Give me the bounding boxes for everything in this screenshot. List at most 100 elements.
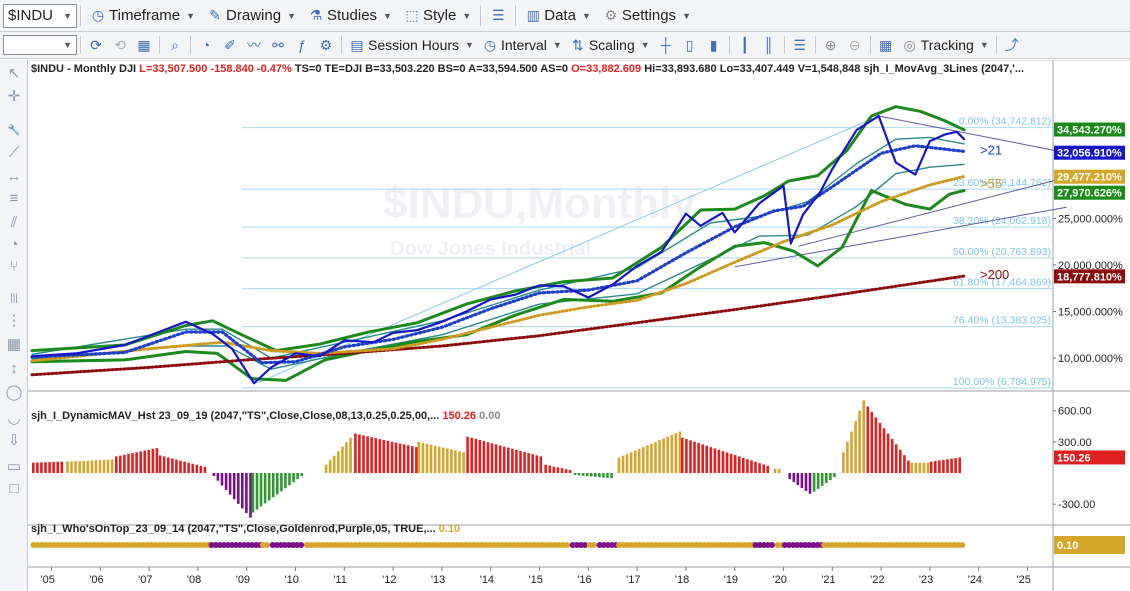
histogram-bar <box>713 448 717 473</box>
whosontop-dot <box>263 542 270 548</box>
whosontop-dot <box>446 542 453 548</box>
histogram-value-secondary: 0.00 <box>479 410 500 422</box>
gauge-icon: ◔ <box>201 37 211 53</box>
chart-canvas[interactable]: $INDU,Monthly Dow Jones Industrial 0.00% (… <box>28 60 1130 591</box>
gann-tool-button[interactable]: ◔ <box>5 236 23 254</box>
histogram-bar <box>926 462 930 474</box>
histogram-bar <box>842 452 845 474</box>
bar-spacing-button[interactable]: ║ <box>757 32 781 58</box>
timeframe-menu[interactable]: ◷ Timeframe ▼ <box>84 0 201 31</box>
chart-type-button[interactable]: 〰 <box>242 32 266 58</box>
cursor-tool-button[interactable]: ↖ <box>5 65 23 83</box>
pitchfork-tool-button[interactable]: ⑂ <box>5 258 23 276</box>
header-value: L=33,507.500 <box>139 63 210 75</box>
histogram-bar <box>762 464 765 473</box>
interval-menu[interactable]: ◷ Interval ▼ <box>478 32 566 58</box>
studies-menu[interactable]: ⚗ Studies ▼ <box>302 0 398 31</box>
zoom-in-button[interactable]: ⊕ <box>819 32 843 58</box>
chevron-down-icon: ▼ <box>979 40 989 50</box>
secondary-symbol-input[interactable]: ▼ <box>3 35 77 55</box>
toolbar-divider <box>480 4 482 27</box>
whosontop-dot <box>543 542 550 548</box>
histogram-bar <box>914 462 918 474</box>
bar-width-button[interactable]: ┃ <box>733 32 757 58</box>
whosontop-dot <box>600 542 607 548</box>
histogram-bar <box>738 456 741 473</box>
histogram-bar <box>228 473 232 495</box>
histogram-bar <box>267 473 271 501</box>
fib-tool-button[interactable]: ≡ <box>5 190 23 208</box>
histogram-bar <box>232 473 236 500</box>
session-hours-menu[interactable]: ▤ Session Hours ▼ <box>345 32 478 58</box>
zoom-button[interactable]: ⌕ <box>163 32 187 58</box>
reload-button[interactable]: ⟲ <box>108 32 132 58</box>
histogram-bar <box>411 446 414 474</box>
layout-button[interactable]: ☰ <box>484 0 512 31</box>
whosontop-dot <box>237 542 244 548</box>
add-chart-button[interactable]: ⤴ <box>1000 32 1024 58</box>
symbol-input[interactable]: $INDU ▼ <box>3 3 77 28</box>
tracking-menu[interactable]: ◎ Tracking ▼ <box>898 32 993 58</box>
histogram-bar <box>300 473 303 477</box>
bars-tool-button[interactable]: ||| <box>5 288 23 306</box>
price-axis-tick-label: 10,000.000% <box>1058 353 1123 365</box>
candle-style-button[interactable]: ▯ <box>678 32 702 58</box>
bollinger-inner-lower-line <box>31 163 965 370</box>
chevron-down-icon: ▼ <box>287 10 296 21</box>
histogram-bar <box>585 473 589 477</box>
time-axis-label: '18 <box>675 574 689 586</box>
rect-tool-tool-button[interactable]: ▭ <box>5 458 23 476</box>
style-menu[interactable]: ⬚ Style ▼ <box>398 0 477 31</box>
whosontop-dot <box>38 542 45 548</box>
whosontop-dot <box>531 542 538 548</box>
hollow-candle-button[interactable]: ▮ <box>702 32 726 58</box>
time-axis-label: '16 <box>577 574 591 586</box>
histogram-bar <box>946 459 949 473</box>
histogram-bar <box>406 445 410 474</box>
crosshair-tool-button[interactable]: ✛ <box>5 88 23 106</box>
bar-style-button[interactable]: ┼ <box>654 32 678 58</box>
properties-button[interactable]: ⚙ <box>314 32 338 58</box>
table-button[interactable]: ▦ <box>132 32 156 58</box>
whosontop-dot <box>890 542 897 548</box>
main-chart-header: $INDU - Monthly DJI L=33,507.500 -158.84… <box>31 63 1024 75</box>
indicator-button[interactable]: ƒ <box>290 32 314 58</box>
whosontop-dot <box>878 542 884 548</box>
settings-menu[interactable]: ⚙ Settings ▼ <box>597 0 697 31</box>
panes-button[interactable]: ☰ <box>788 32 812 58</box>
vertical-tool-button[interactable]: ↕ <box>5 360 23 378</box>
histogram-bar <box>829 473 832 481</box>
channel-tool-button[interactable]: ⫽ <box>5 214 23 232</box>
dotted-tool-button[interactable]: ⋮ <box>5 312 23 330</box>
zoom-out-button[interactable]: ⊖ <box>843 32 867 58</box>
whosontop-dot <box>417 542 424 548</box>
whosontop-dot <box>914 542 921 548</box>
whosontop-dot <box>786 542 793 548</box>
grid-tool-button[interactable]: ▦ <box>5 336 23 354</box>
histogram-bar <box>162 456 166 473</box>
brush-tool-button[interactable]: ◡ <box>5 410 23 428</box>
drawing-menu[interactable]: ✎ Drawing ▼ <box>201 0 302 31</box>
histogram-bar <box>705 445 708 473</box>
histogram-header: sjh_I_DynamicMAV_Hst 23_09_19 (2047,"TS"… <box>31 410 500 422</box>
histogram-bar <box>271 473 275 498</box>
grid-button[interactable]: ▦ <box>874 32 898 58</box>
compare-button[interactable]: ⚯ <box>266 32 290 58</box>
wrench-tool-button[interactable]: 🔧 <box>5 120 23 138</box>
chevron-down-icon: ▼ <box>462 10 472 21</box>
whosontop-dot <box>825 542 832 548</box>
whosontop-dot <box>886 542 893 548</box>
draw-tool-button[interactable]: ✐ <box>218 32 242 58</box>
refresh-button[interactable]: ⟳ <box>84 32 108 58</box>
arrow-down-tool-button[interactable]: ⇩ <box>5 432 23 450</box>
whosontop-dot <box>774 542 781 548</box>
data-menu[interactable]: ▥ Data ▼ <box>519 0 597 31</box>
symbol-title: $INDU - Monthly DJI <box>31 63 139 75</box>
gauge-button[interactable]: ◔ <box>194 32 218 58</box>
scaling-menu[interactable]: ⇅ Scaling ▼ <box>566 32 654 58</box>
horizontal-tool-button[interactable]: ↔ <box>5 168 23 186</box>
circle-tool-tool-button[interactable]: ◯ <box>5 384 23 402</box>
histogram-bar <box>171 458 174 473</box>
square-tool-tool-button[interactable]: □ <box>5 480 23 498</box>
trendline-tool-button[interactable]: ⟋ <box>5 144 23 162</box>
